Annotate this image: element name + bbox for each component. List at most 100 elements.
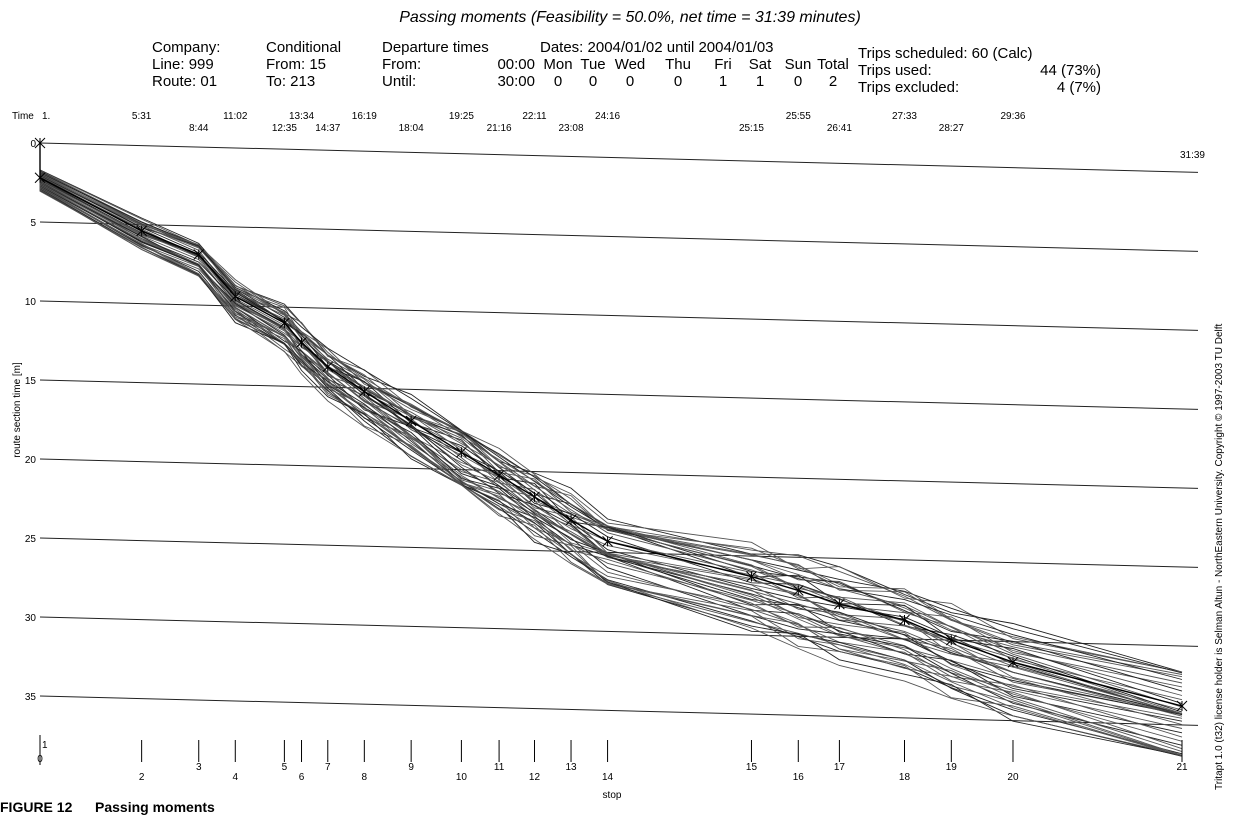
- trip-line: [39, 143, 1183, 722]
- day-count-2: 0: [626, 73, 634, 90]
- trip-line: [39, 143, 1183, 692]
- stop-top-label: 1: [42, 740, 48, 751]
- trip-line: [39, 143, 1183, 756]
- trip-line: [39, 143, 1183, 708]
- passing-time-14: 25:55: [786, 111, 811, 122]
- from-time-value: 00:00: [497, 56, 535, 73]
- trip-line: [39, 143, 1183, 674]
- stop-label-16: 16: [793, 772, 805, 783]
- day-header-6: Sun: [785, 56, 812, 73]
- until-time-label: Until:: [382, 73, 416, 90]
- passing-time-9: 21:16: [487, 123, 512, 134]
- mean-marker: [34, 137, 46, 149]
- y-tick-labels: 0 5 10 15 20 25 30 35: [25, 139, 37, 703]
- mean-marker: [746, 571, 757, 582]
- days-header: Mon Tue Wed Thu Fri Sat Sun Total: [543, 56, 848, 73]
- day-count-6: 0: [794, 73, 802, 90]
- passing-time-4: 13:34: [289, 111, 314, 122]
- day-header-0: Mon: [543, 56, 572, 73]
- stop-label-14: 14: [602, 772, 614, 783]
- trip-line: [39, 143, 1183, 719]
- trip-line: [39, 143, 1183, 696]
- trip-line: [39, 143, 1183, 717]
- trips-used-label: Trips used:: [858, 62, 932, 79]
- mean-marker: [456, 446, 467, 458]
- stop-label-13: 13: [565, 762, 577, 773]
- y-tick-35: 35: [25, 692, 37, 703]
- trip-line: [39, 143, 1183, 750]
- passing-time-15: 26:41: [827, 123, 852, 134]
- day-count-7: 2: [829, 73, 837, 90]
- from-time-label: From:: [382, 56, 421, 73]
- mean-marker: [296, 337, 307, 348]
- day-count-5: 1: [756, 73, 764, 90]
- trip-line: [39, 143, 1183, 684]
- mean-marker: [34, 172, 46, 184]
- x-axis-label: stop: [603, 790, 622, 801]
- days-counts: 0 0 0 0 1 1 0 2: [554, 73, 837, 90]
- conditional-label: Conditional: [266, 39, 341, 56]
- stop-label-0: 0: [37, 754, 43, 765]
- passing-time-6: 16:19: [352, 111, 377, 122]
- trip-line: [39, 143, 1183, 716]
- stop-label-12: 12: [529, 772, 541, 783]
- stop-label-15: 15: [746, 762, 758, 773]
- passing-time-5: 14:37: [315, 123, 340, 134]
- mean-marker: [279, 317, 290, 329]
- trip-line: [39, 143, 1183, 705]
- route-label: Route: 01: [152, 73, 217, 90]
- passing-time-16: 27:33: [892, 111, 917, 122]
- trip-line: [39, 143, 1183, 680]
- mean-marker: [1176, 700, 1188, 712]
- day-header-3: Thu: [665, 56, 691, 73]
- day-count-3: 0: [674, 73, 682, 90]
- mean-marker: [899, 614, 910, 626]
- mean-marker: [602, 535, 613, 547]
- stop-label-9: 9: [408, 762, 414, 773]
- passing-time-13: 25:15: [739, 123, 764, 134]
- copyright-text: Tritapt 1.0 (t32) license holder is Selm…: [1214, 323, 1225, 790]
- day-header-5: Sat: [749, 56, 772, 73]
- mean-marker: [229, 291, 241, 302]
- mean-marker: [565, 514, 577, 526]
- trip-line: [39, 143, 1183, 756]
- trips-excluded-label: Trips excluded:: [858, 79, 959, 96]
- passing-time-18: 29:36: [1000, 111, 1025, 122]
- company-label: Company:: [152, 39, 220, 56]
- mean-marker: [834, 598, 845, 610]
- mean-marker: [322, 361, 334, 373]
- y-tick-20: 20: [25, 455, 37, 466]
- passing-time-19: 31:39: [1180, 150, 1205, 161]
- chart-title: Passing moments (Feasibility = 50.0%, ne…: [399, 9, 861, 26]
- line-label: Line: 999: [152, 56, 214, 73]
- trip-line: [39, 143, 1183, 673]
- passing-time-1: 8:44: [189, 123, 209, 134]
- y-tick-30: 30: [25, 613, 37, 624]
- trip-line: [39, 143, 1183, 673]
- stop-label-11: 11: [494, 762, 505, 773]
- to-stop-label: To: 213: [266, 73, 315, 90]
- grid-line-0: [39, 142, 1199, 173]
- mean-marker: [792, 585, 804, 596]
- passing-time-0: 5:31: [132, 111, 152, 122]
- stop-label-21: 21: [1176, 762, 1188, 773]
- stop-label-4: 4: [233, 772, 239, 783]
- y-tick-10: 10: [25, 297, 37, 308]
- figure-caption-text: Passing moments: [95, 799, 215, 815]
- stop-label-7: 7: [325, 762, 331, 773]
- trips-scheduled-label: Trips scheduled: 60 (Calc): [858, 45, 1033, 62]
- y-tick-15: 15: [25, 376, 37, 387]
- day-count-1: 0: [589, 73, 597, 90]
- time-axis-label: Time: [12, 111, 34, 122]
- stop-label-19: 19: [946, 762, 958, 773]
- departure-times-label: Departure times: [382, 39, 489, 56]
- passing-time-12: 24:16: [595, 111, 620, 122]
- mean-marker: [945, 634, 957, 646]
- y-tick-5: 5: [30, 218, 36, 229]
- y-axis-label: route section time [m]: [12, 362, 23, 458]
- from-stop-label: From: 15: [266, 56, 326, 73]
- stop-label-3: 3: [196, 762, 202, 773]
